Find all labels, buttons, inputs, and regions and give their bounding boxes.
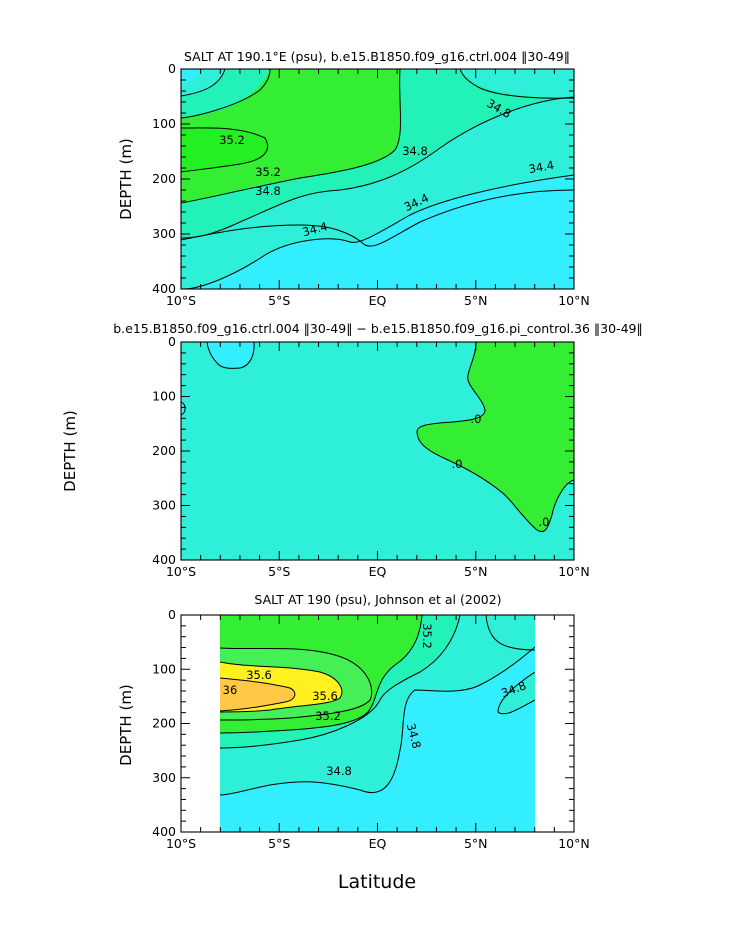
p3-clabel-3: 35.6 — [312, 689, 338, 703]
x-tick-label: 10°N — [558, 836, 590, 851]
p2-clabel-2: .0 — [452, 457, 463, 471]
p2-fill-cyan — [207, 342, 255, 369]
p1-clabel-4: 34.8 — [402, 144, 428, 158]
panel-2-ylabel: DEPTH (m) — [61, 410, 79, 492]
p3-contour-5 — [220, 615, 461, 749]
x-axis-title: Latitude — [338, 871, 416, 893]
p1-fill-ne-cyan — [460, 69, 574, 98]
y-tick-label: 100 — [152, 389, 176, 404]
x-tick-label: 5°S — [268, 293, 290, 308]
p3-clabel-4: 35.2 — [315, 709, 341, 723]
p3-contour-6 — [220, 646, 535, 796]
x-tick-label: 5°N — [464, 293, 488, 308]
x-tick-label: 5°N — [464, 564, 488, 579]
y-tick-label: 300 — [152, 226, 176, 241]
p3-contour-4 — [220, 615, 423, 734]
p1-contour-2 — [181, 69, 271, 119]
p2-contour-2 — [181, 401, 186, 416]
p3-contour-7 — [485, 615, 535, 651]
x-tick-label: 10°S — [166, 836, 196, 851]
p1-fill-lower-cyan — [181, 190, 574, 289]
p3-fill-ne-band — [498, 672, 535, 714]
panel-3-ticks: 10°S 5°S EQ 5°N 10°N 0 100 200 300 400 — [152, 607, 590, 851]
p3-clabel-6: 34.8 — [326, 764, 352, 778]
panel-3: SALT AT 190 (psu), Johnson et al (2002) … — [117, 592, 590, 851]
p1-contour-1 — [181, 69, 226, 97]
panel-3-title: SALT AT 190 (psu), Johnson et al (2002) — [254, 592, 501, 607]
panel-1-field — [181, 69, 574, 289]
panel-1-title: SALT AT 190.1°E (psu), b.e15.B1850.f09_g… — [184, 49, 570, 64]
p3-contour-1 — [220, 647, 373, 721]
x-tick-label: EQ — [369, 293, 387, 308]
p1-contour-8 — [181, 189, 574, 247]
panel-1: SALT AT 190.1°E (psu), b.e15.B1850.f09_g… — [117, 49, 590, 308]
p3-clabel-5: 35.2 — [420, 623, 434, 649]
p3-clabel-2: 36 — [223, 683, 238, 697]
y-tick-label: 300 — [152, 498, 176, 513]
y-tick-label: 100 — [152, 116, 176, 131]
x-tick-label: 10°S — [166, 293, 196, 308]
p3-clabel-7: 34.8 — [404, 722, 424, 750]
p3-fill-orange — [220, 678, 295, 711]
y-tick-label: 400 — [152, 824, 176, 839]
p1-contour-5 — [181, 96, 574, 239]
y-tick-label: 300 — [152, 770, 176, 785]
panel-2-ticks: 10°S 5°S EQ 5°N 10°N 0 100 200 300 400 — [152, 334, 590, 579]
p1-clabel-8: 34.4 — [527, 158, 555, 176]
panel-2-title: b.e15.B1850.f09_g16.ctrl.004 ‖30-49‖ − b… — [113, 321, 643, 336]
p2-clabel-1: .0 — [471, 412, 482, 426]
p1-fill-upper-band — [181, 97, 574, 289]
y-tick-label: 200 — [152, 171, 176, 186]
x-tick-label: 5°N — [464, 836, 488, 851]
panel-1-ylabel: DEPTH (m) — [117, 138, 135, 220]
p1-contour-7 — [181, 174, 574, 289]
y-tick-label: 200 — [152, 443, 176, 458]
y-tick-label: 0 — [168, 334, 176, 349]
x-tick-label: EQ — [369, 836, 387, 851]
y-tick-label: 400 — [152, 552, 176, 567]
x-tick-label: 10°N — [558, 293, 590, 308]
p3-contour-8 — [497, 671, 535, 715]
p2-contour-3 — [416, 342, 574, 533]
p1-contour-3 — [181, 127, 269, 173]
x-tick-label: 10°S — [166, 564, 196, 579]
panel-1-ticks: 10°S 5°S EQ 5°N 10°N 0 100 200 300 400 — [152, 61, 590, 308]
p1-clabel-1: 35.2 — [219, 133, 245, 147]
p1-contour-6 — [459, 69, 574, 99]
y-tick-label: 100 — [152, 661, 176, 676]
p3-contour-2 — [220, 661, 343, 713]
p3-contour-3 — [220, 677, 296, 712]
x-tick-label: EQ — [369, 564, 387, 579]
x-tick-label: 5°S — [268, 564, 290, 579]
panel-3-field — [220, 615, 535, 832]
panel-2-field — [181, 342, 574, 560]
panel-3-ylabel: DEPTH (m) — [117, 684, 135, 766]
p3-clabel-1: 35.6 — [246, 668, 272, 682]
p1-clabel-2: 35.2 — [255, 165, 281, 179]
y-tick-label: 0 — [168, 61, 176, 76]
x-tick-label: 5°S — [268, 836, 290, 851]
p1-contour-4 — [181, 69, 402, 204]
p1-fill-lime-core — [181, 127, 268, 172]
y-tick-label: 400 — [152, 281, 176, 296]
p2-contour-1 — [206, 342, 255, 369]
y-tick-label: 200 — [152, 716, 176, 731]
panel-2: b.e15.B1850.f09_g16.ctrl.004 ‖30-49‖ − b… — [61, 321, 643, 579]
p1-clabel-6: 34.4 — [301, 219, 329, 239]
p2-clabel-3: .0 — [539, 515, 550, 529]
p2-fill-green — [417, 342, 574, 532]
x-tick-label: 10°N — [558, 564, 590, 579]
y-tick-label: 0 — [168, 607, 176, 622]
p1-clabel-3: 34.8 — [255, 184, 281, 198]
